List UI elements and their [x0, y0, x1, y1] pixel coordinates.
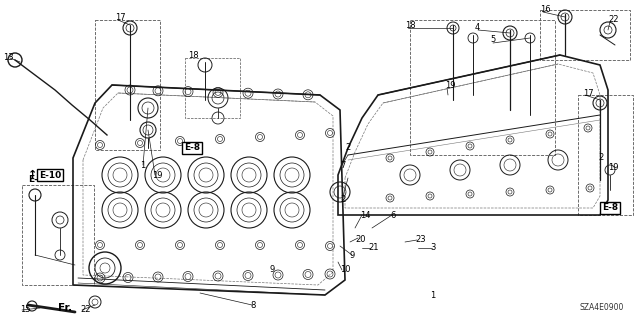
Text: 20: 20: [355, 235, 365, 244]
Text: 17: 17: [583, 88, 594, 98]
Text: 21: 21: [368, 243, 378, 253]
Text: E-8: E-8: [184, 144, 200, 152]
Text: 4: 4: [475, 24, 480, 33]
Text: 18: 18: [405, 20, 415, 29]
Text: 19: 19: [445, 80, 456, 90]
Text: 9: 9: [350, 250, 355, 259]
Text: 22: 22: [608, 16, 618, 25]
Text: 23: 23: [415, 235, 426, 244]
Text: 5: 5: [490, 35, 495, 44]
Text: 1: 1: [430, 291, 435, 300]
Text: 6: 6: [390, 211, 396, 219]
Text: 14: 14: [360, 211, 371, 219]
Text: 13: 13: [3, 54, 13, 63]
Text: 19: 19: [608, 164, 618, 173]
Text: Fr.: Fr.: [58, 303, 72, 313]
Text: 17: 17: [115, 13, 125, 23]
Text: 8: 8: [250, 300, 255, 309]
Text: 16: 16: [540, 5, 550, 14]
Text: 2: 2: [598, 153, 604, 162]
Text: E-8: E-8: [602, 204, 618, 212]
Text: ↑: ↑: [28, 170, 37, 180]
Text: 2: 2: [340, 196, 345, 204]
Text: 7: 7: [340, 160, 346, 169]
Text: 19: 19: [152, 170, 163, 180]
Text: SZA4E0900: SZA4E0900: [580, 303, 625, 313]
Text: E-10: E-10: [28, 175, 51, 184]
Text: 2: 2: [345, 144, 350, 152]
Text: 22: 22: [80, 306, 90, 315]
Text: 18: 18: [188, 50, 198, 60]
Text: 1: 1: [140, 160, 145, 169]
Text: E-10: E-10: [39, 170, 61, 180]
Text: 3: 3: [430, 243, 435, 253]
Text: 15: 15: [20, 306, 31, 315]
Text: 10: 10: [340, 265, 351, 275]
Text: 9: 9: [270, 265, 275, 275]
